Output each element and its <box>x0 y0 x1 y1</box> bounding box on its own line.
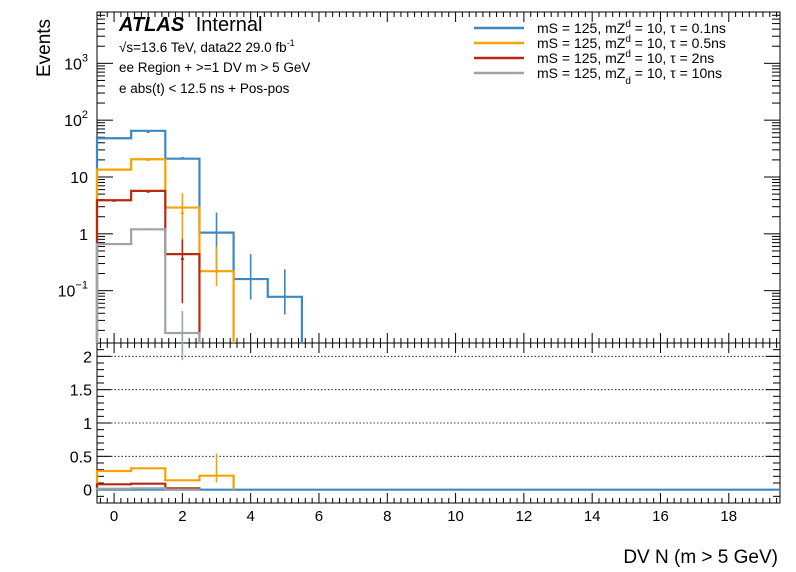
series-0-marker <box>112 137 116 140</box>
annotation-energy-lumi-sup: -1 <box>287 38 295 48</box>
ratio-series-1-step-line <box>95 482 201 490</box>
x-tick-label: 8 <box>383 508 391 525</box>
x-tick-label: 10 <box>447 508 464 525</box>
top-series-group <box>95 129 303 361</box>
series-0-marker <box>146 130 150 133</box>
x-tick-label: 2 <box>178 508 186 525</box>
x-tick-label: 16 <box>652 508 669 525</box>
ratio-y-tick-label: 2 <box>83 349 92 366</box>
atlas-label: ATLAS Internal <box>118 14 262 36</box>
legend-entry: mS = 125, mZd = 10, τ = 0.5ns <box>537 34 726 51</box>
y-tick-label: 103 <box>64 52 88 73</box>
x-axis-title: DV N (m > 5 GeV) <box>623 547 778 568</box>
x-tick-label: 6 <box>315 508 323 525</box>
y-tick-label-base: 10 <box>58 284 76 301</box>
legend-entry-text: = 10, τ = 0.1ns <box>631 20 726 36</box>
series-0-marker <box>180 157 184 160</box>
y-tick-label-base: 10 <box>64 113 82 130</box>
y-tick-label-exponent: 3 <box>82 52 88 64</box>
atlas-label-rest: Internal <box>196 14 263 36</box>
legend-swatch-marker <box>497 42 500 44</box>
legend-entry-sub: d <box>625 34 631 45</box>
y-tick-label: 102 <box>64 109 88 130</box>
legend-swatch-marker <box>497 72 500 74</box>
ratio-y-tick-label: 1 <box>83 416 92 433</box>
legend-entry-text: mS = 125, mZ <box>537 35 626 51</box>
legend-entry: mS = 125, mZd = 10, τ = 2ns <box>537 49 714 66</box>
annotation-energy-lumi: √s=13.6 TeV, data22 29.0 fb-1 <box>119 38 295 55</box>
legend-entry-text: mS = 125, mZ <box>537 20 626 36</box>
series-3-marker <box>112 243 116 246</box>
series-0-step-line <box>95 129 303 343</box>
ratio-series-2-step-line <box>95 487 201 491</box>
legend-entry-text: = 10, τ = 0.5ns <box>631 35 726 51</box>
y-tick-label-base: 1 <box>79 227 88 244</box>
series-2-marker <box>146 190 150 193</box>
y-axis-title: Events <box>34 19 55 77</box>
series-1-marker <box>112 168 116 171</box>
y-tick-label-exponent: 2 <box>82 109 88 121</box>
y-tick-label: 10 <box>70 170 88 187</box>
annotation-selection: e abs(t) < 12.5 ns + Pos-pos <box>119 81 290 96</box>
ratio-series-group <box>95 453 780 491</box>
legend-swatch-marker <box>497 27 500 29</box>
x-tick-label: 14 <box>584 508 601 525</box>
annotation-region: ee Region + >=1 DV m > 5 GeV <box>119 60 310 75</box>
series-3-marker <box>146 228 150 231</box>
legend-entry-text: mS = 125, mZ <box>537 65 626 81</box>
x-tick-label: 18 <box>720 508 737 525</box>
y-tick-label: 10−1 <box>58 280 88 301</box>
ratio-axis-ticks <box>97 343 780 503</box>
x-tick-label: 0 <box>110 508 118 525</box>
y-tick-label: 1 <box>79 227 88 244</box>
legend-swatch-marker <box>497 57 500 59</box>
legend-entry: mS = 125, mZd = 10, τ = 0.1ns <box>537 19 726 36</box>
series-2-marker <box>112 199 116 202</box>
ratio-gridlines <box>97 355 780 457</box>
legend-entry: mS = 125, mZd = 10, τ = 10ns <box>537 65 722 87</box>
x-tick-label: 4 <box>247 508 255 525</box>
y-tick-label-base: 10 <box>70 170 88 187</box>
y-tick-label-base: 10 <box>64 56 82 73</box>
ratio-y-tick-label: 0 <box>83 483 92 500</box>
ratio-y-tick-label: 1.5 <box>70 383 92 400</box>
series-2-step-line <box>95 189 201 343</box>
top-axis-ticks <box>97 11 780 343</box>
series-3-step-line <box>95 228 201 343</box>
legend-entry-sub: d <box>625 76 631 87</box>
x-tick-label: 12 <box>516 508 533 525</box>
y-tick-label-exponent: −1 <box>75 280 88 292</box>
legend-entry-sub: d <box>625 49 631 60</box>
legend-entry-text: = 10, τ = 10ns <box>631 65 722 81</box>
atlas-label-bold: ATLAS <box>118 14 185 36</box>
legend-entry-text: = 10, τ = 2ns <box>631 50 714 66</box>
series-1-marker <box>146 158 150 161</box>
legend-entry-text: mS = 125, mZ <box>537 50 626 66</box>
annotation-energy-lumi-main: √s=13.6 TeV, data22 29.0 fb <box>119 40 287 55</box>
legend-entry-sub: d <box>625 19 631 30</box>
ratio-y-tick-label: 0.5 <box>70 449 92 466</box>
